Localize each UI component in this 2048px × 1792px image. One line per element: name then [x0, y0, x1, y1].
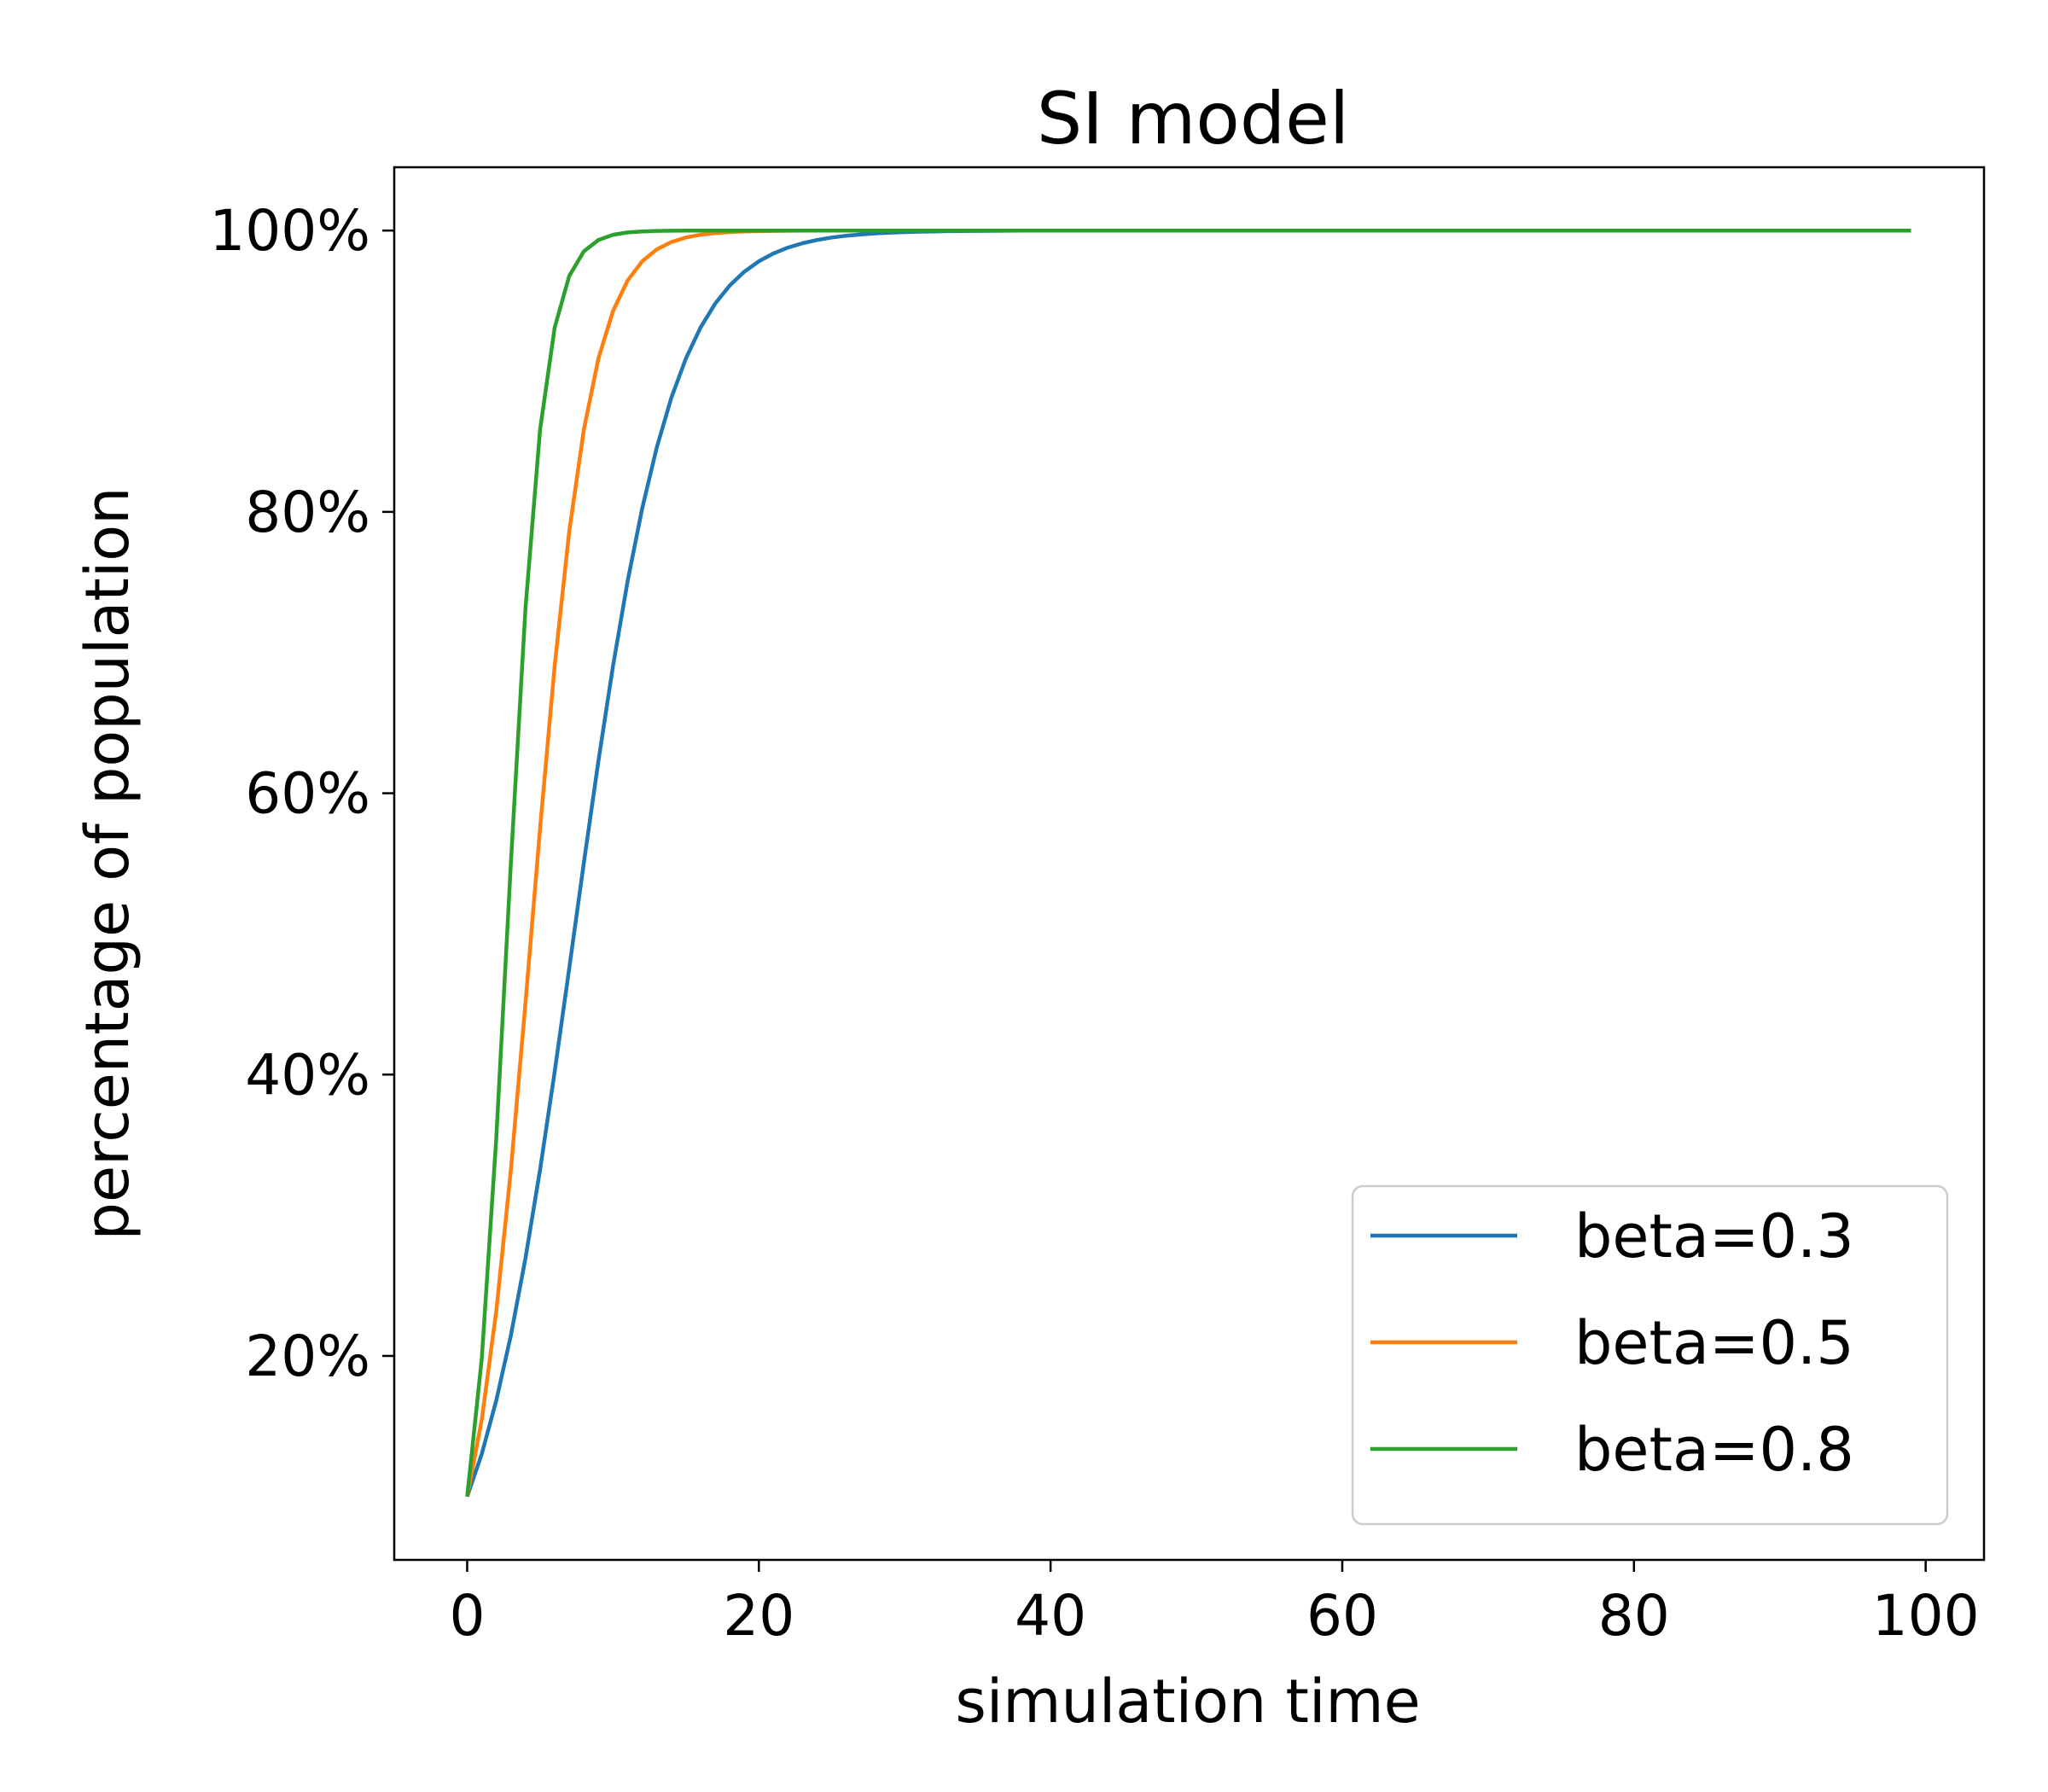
legend-label-2: beta=0.5: [1574, 1308, 1854, 1378]
legend-label-1: beta=0.3: [1574, 1201, 1854, 1271]
y-tick-label: 80%: [245, 480, 370, 545]
chart-title: SI model: [1037, 77, 1349, 160]
y-tick-label: 40%: [245, 1042, 370, 1108]
x-tick-label: 40: [1015, 1583, 1086, 1649]
x-tick-label: 0: [449, 1583, 485, 1649]
legend-box: [1351, 1184, 1949, 1526]
y-tick-label: 60%: [245, 761, 370, 827]
x-axis: 0 20 40 60 80 100: [449, 1560, 1980, 1649]
y-axis-label: percentage of population: [73, 487, 143, 1241]
plot-frame: [393, 166, 1986, 1562]
plot-lines: [465, 228, 1911, 1498]
series-line-3: [465, 228, 1911, 1498]
x-tick-label: 80: [1598, 1583, 1670, 1649]
x-axis-label: simulation time: [955, 1667, 1420, 1737]
y-axis: 20% 40% 60% 80% 100%: [209, 198, 394, 1389]
y-tick-label: 20%: [245, 1324, 370, 1389]
legend-label-3: beta=0.8: [1574, 1415, 1854, 1485]
x-tick-label: 20: [723, 1583, 794, 1649]
x-tick-label: 60: [1306, 1583, 1378, 1649]
x-tick-label: 100: [1872, 1583, 1980, 1649]
y-tick-label: 100%: [209, 198, 370, 264]
legend: beta=0.3 beta=0.5 beta=0.8: [1351, 1184, 1949, 1526]
